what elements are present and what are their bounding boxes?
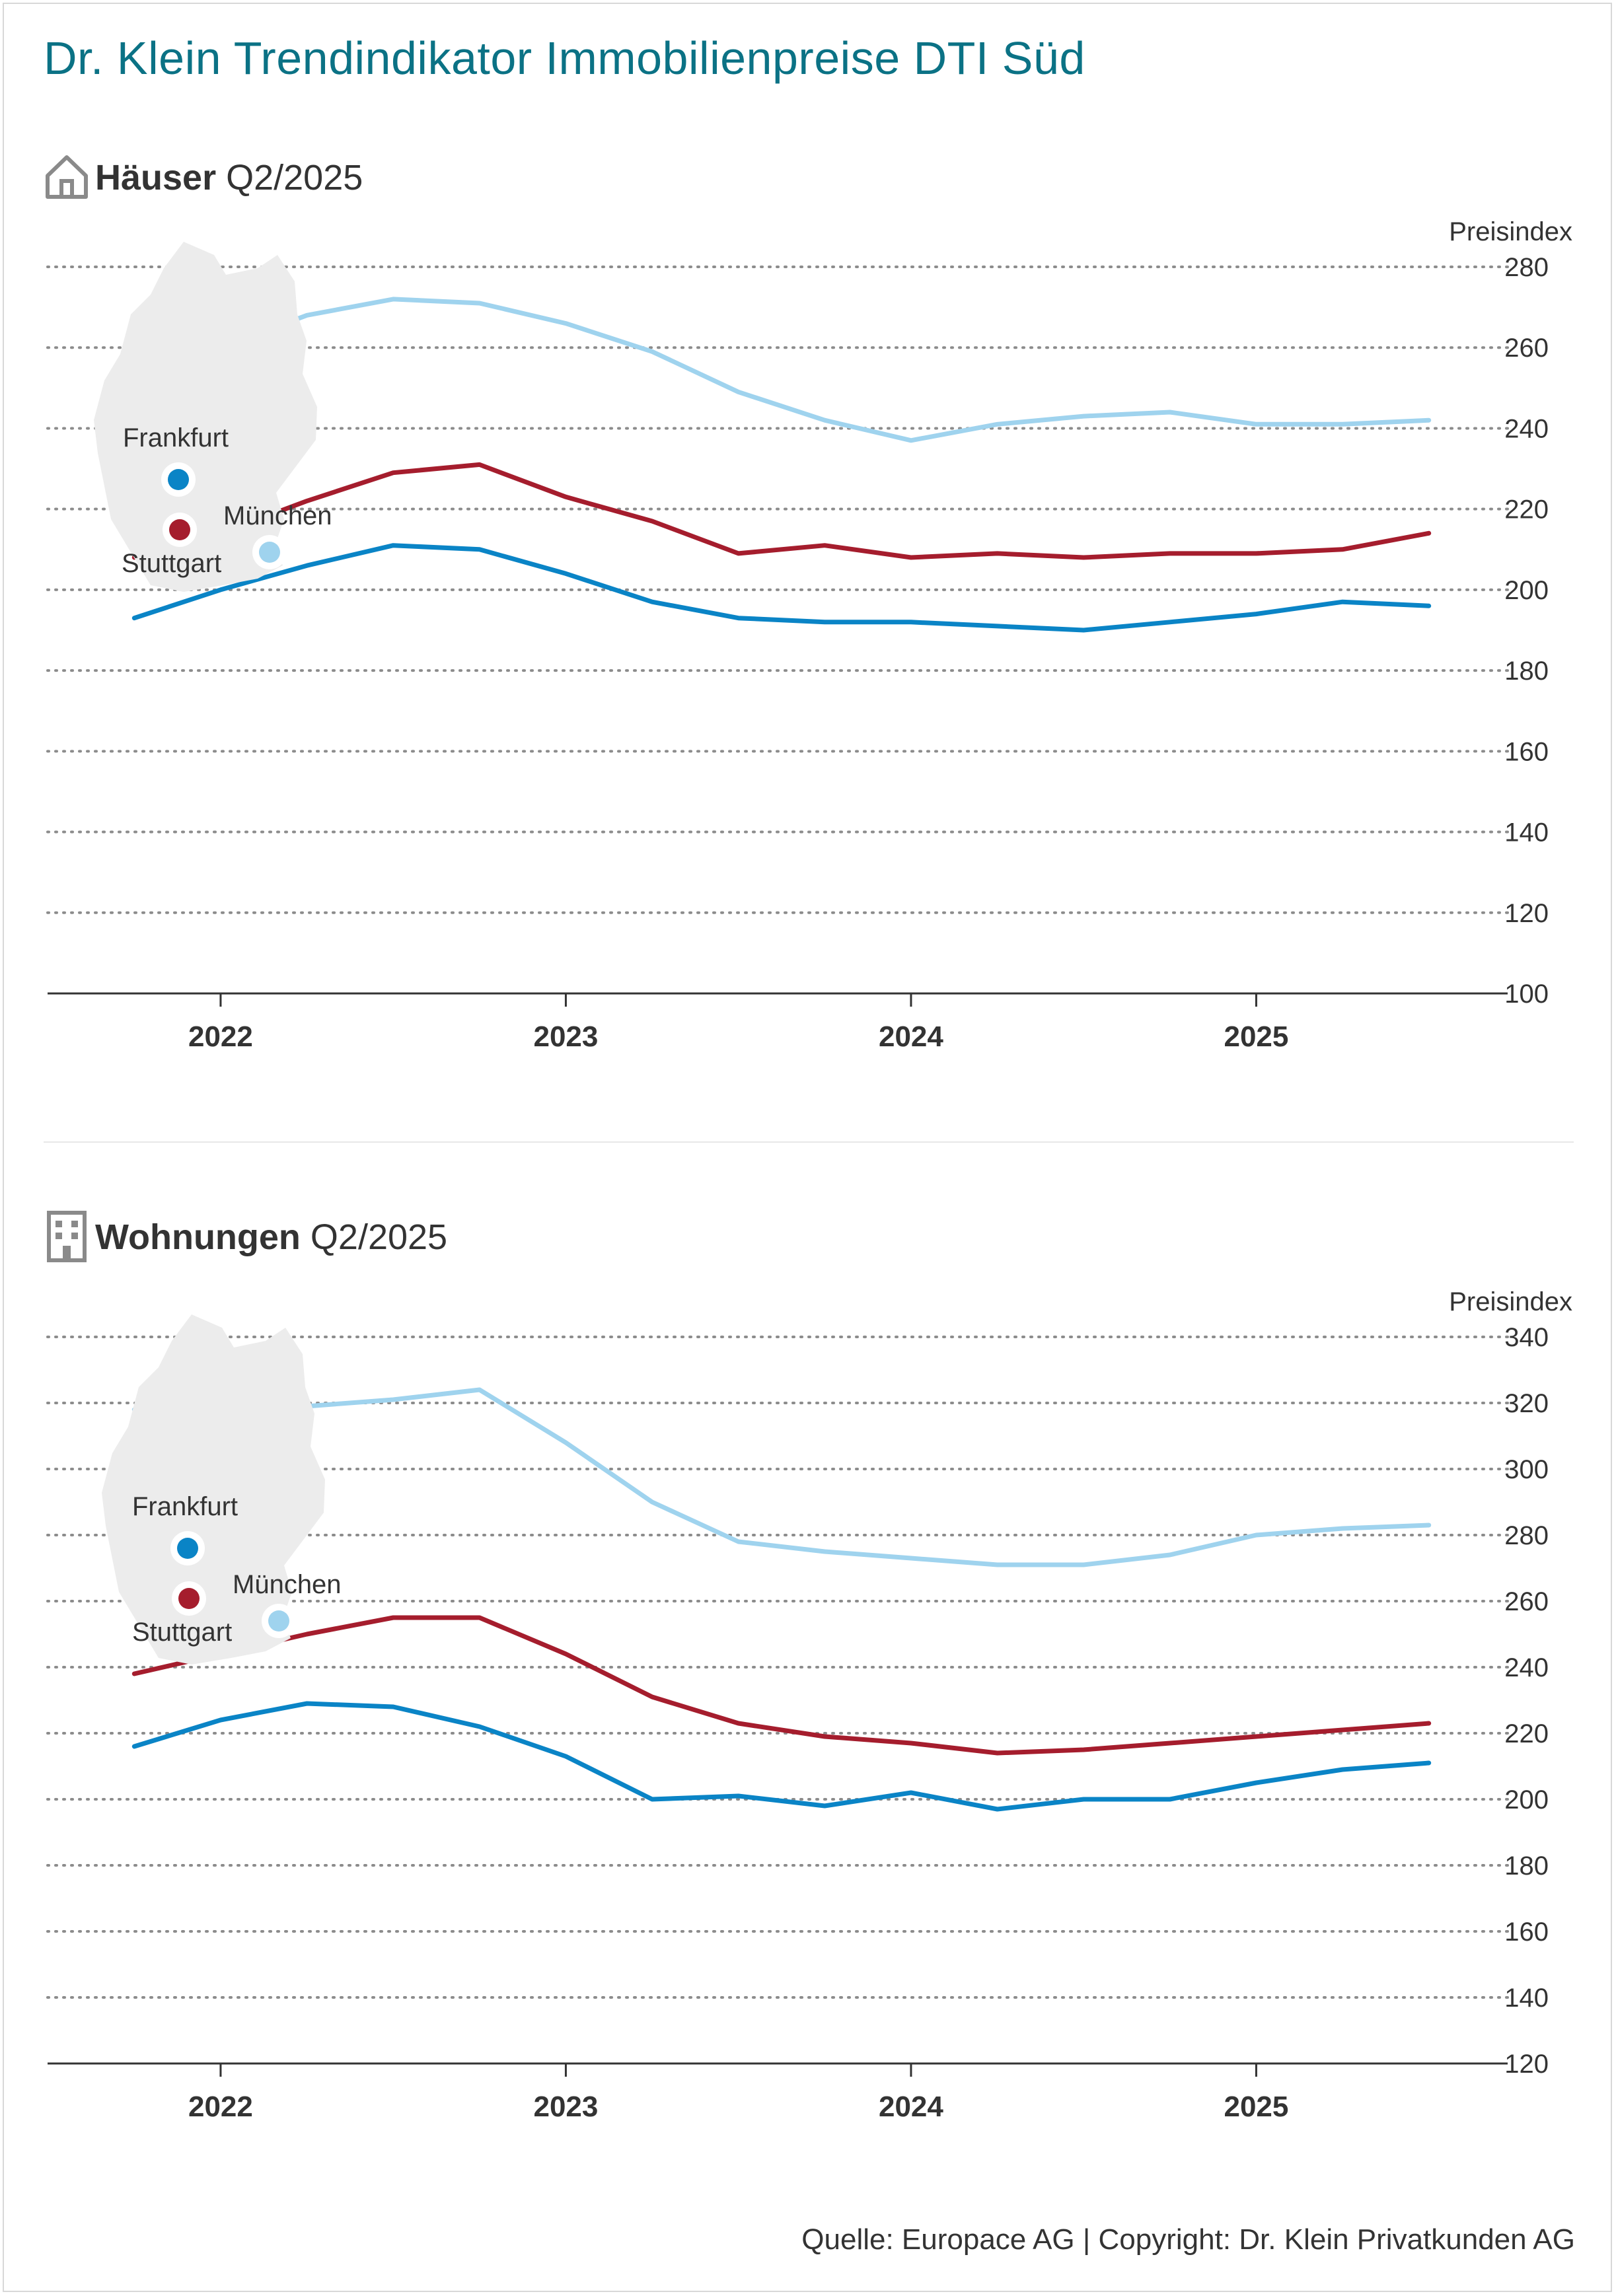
legend-label-muenchen: München (233, 1570, 342, 1599)
x-tick-label: 2025 (1224, 1021, 1288, 1053)
legend-dot-frankfurt (168, 469, 189, 490)
germany-map-legend (102, 1314, 325, 1665)
chart-frame (3, 3, 1612, 2292)
building-icon (47, 1211, 87, 1262)
source-note: Quelle: Europace AG | Copyright: Dr. Kle… (801, 2223, 1575, 2256)
y-tick-label: 200 (1504, 1785, 1549, 1814)
series-line-muenchen (131, 297, 1432, 443)
main-title: Dr. Klein Trendindikator Immobilienpreis… (44, 32, 1085, 84)
y-tick-label: 280 (1504, 1521, 1549, 1550)
x-tick-label: 2024 (879, 2091, 943, 2123)
legend-label-stuttgart: Stuttgart (122, 549, 221, 578)
y-tick-label: 120 (1504, 2050, 1549, 2079)
y-tick-label: 140 (1504, 818, 1549, 847)
y-axis-label: Preisindex (1449, 217, 1572, 246)
x-tick-label: 2023 (533, 2091, 598, 2123)
series-line-frankfurt (131, 1701, 1432, 1812)
germany-map-shape (102, 1314, 325, 1665)
y-tick-label: 100 (1504, 980, 1549, 1009)
y-tick-label: 240 (1504, 414, 1549, 443)
y-tick-label: 160 (1504, 1918, 1549, 1947)
panel-title-haeuser: Häuser Q2/2025 (95, 158, 363, 197)
legend-dot-muenchen (259, 542, 280, 563)
series-line-stuttgart (131, 1615, 1432, 1756)
y-tick-label: 260 (1504, 1587, 1549, 1616)
x-tick-label: 2025 (1224, 2091, 1288, 2123)
y-tick-label: 200 (1504, 576, 1549, 605)
y-tick-label: 140 (1504, 1984, 1549, 2013)
x-tick-label: 2024 (879, 1021, 943, 1053)
y-tick-label: 160 (1504, 737, 1549, 766)
line-chart-wohnungen: Preisindex 120 140 160 180 200 220 240 260 280 300… (46, 1287, 1572, 2123)
panel-title-wohnungen: Wohnungen Q2/2025 (95, 1217, 448, 1257)
house-icon (46, 155, 88, 199)
germany-map-shape (94, 242, 317, 592)
legend-dot-stuttgart (169, 519, 190, 540)
y-tick-label: 320 (1504, 1389, 1549, 1418)
y-tick-label: 180 (1504, 657, 1549, 686)
section-divider (44, 1141, 1574, 1143)
x-tick-label: 2022 (188, 2091, 253, 2123)
legend-label-frankfurt: Frankfurt (123, 423, 229, 452)
series-line-stuttgart (131, 462, 1432, 560)
series-line-frankfurt (131, 543, 1432, 633)
x-tick-label: 2023 (533, 1021, 598, 1053)
germany-map-legend (94, 242, 317, 592)
y-tick-label: 260 (1504, 334, 1549, 363)
legend-dot-muenchen (268, 1610, 289, 1632)
legend-label-stuttgart: Stuttgart (132, 1618, 232, 1647)
y-tick-label: 220 (1504, 495, 1549, 524)
y-tick-label: 220 (1504, 1719, 1549, 1748)
series-line-muenchen (131, 1387, 1432, 1567)
y-tick-label: 280 (1504, 253, 1549, 282)
legend-label-muenchen: München (223, 501, 332, 530)
y-tick-label: 240 (1504, 1653, 1549, 1682)
legend-dot-stuttgart (178, 1588, 200, 1609)
y-tick-label: 300 (1504, 1455, 1549, 1484)
y-tick-label: 340 (1504, 1323, 1549, 1352)
y-tick-label: 120 (1504, 899, 1549, 928)
line-chart-haeuser: Preisindex 100 120 140 160 180 200 220 240 260 280… (46, 217, 1572, 1053)
y-axis-label: Preisindex (1449, 1287, 1572, 1316)
x-tick-label: 2022 (188, 1021, 253, 1053)
y-tick-label: 180 (1504, 1851, 1549, 1881)
legend-label-frankfurt: Frankfurt (132, 1492, 238, 1521)
legend-dot-frankfurt (177, 1538, 198, 1559)
